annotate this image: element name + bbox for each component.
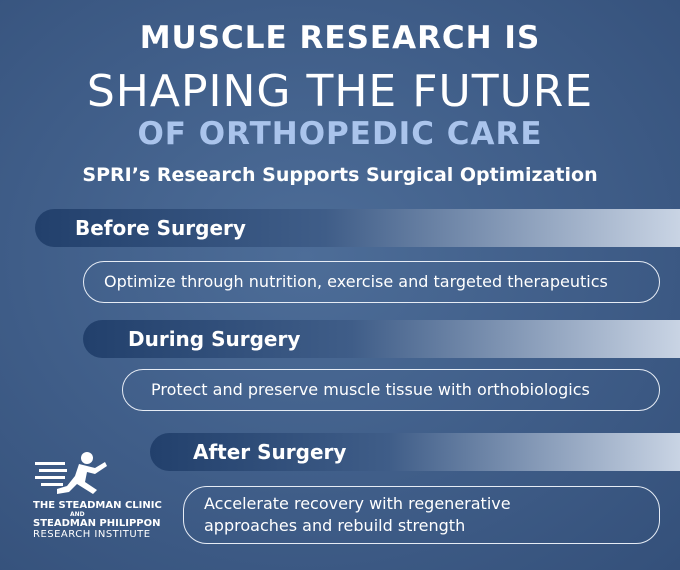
title-line: OF ORTHOPEDIC CARE xyxy=(137,116,543,152)
title-line: MUSCLE RESEARCH IS xyxy=(139,20,541,56)
logo-icon xyxy=(35,452,107,494)
title-line: SHAPING THE FUTURE xyxy=(86,66,594,117)
subtitle: SPRI’s Research Supports Surgical Optimi… xyxy=(82,164,598,186)
stage-bar: After Surgery xyxy=(150,433,680,471)
stage-heading: After Surgery xyxy=(193,440,347,464)
logo-text: THE STEADMAN CLINIC xyxy=(33,500,162,511)
stage-bar: Before Surgery xyxy=(35,209,680,247)
logo-text: STEADMAN PHILIPPON xyxy=(33,518,161,529)
stage-bar: During Surgery xyxy=(83,320,680,358)
stage-description: Optimize through nutrition, exercise and… xyxy=(83,261,660,303)
stage-description: Accelerate recovery with regenerative ap… xyxy=(183,486,660,544)
stage-heading: Before Surgery xyxy=(75,216,246,240)
stage-description: Protect and preserve muscle tissue with … xyxy=(122,369,660,411)
logo-text: RESEARCH INSTITUTE xyxy=(33,529,151,540)
logo-text: AND xyxy=(70,511,85,518)
stage-heading: During Surgery xyxy=(128,327,301,351)
